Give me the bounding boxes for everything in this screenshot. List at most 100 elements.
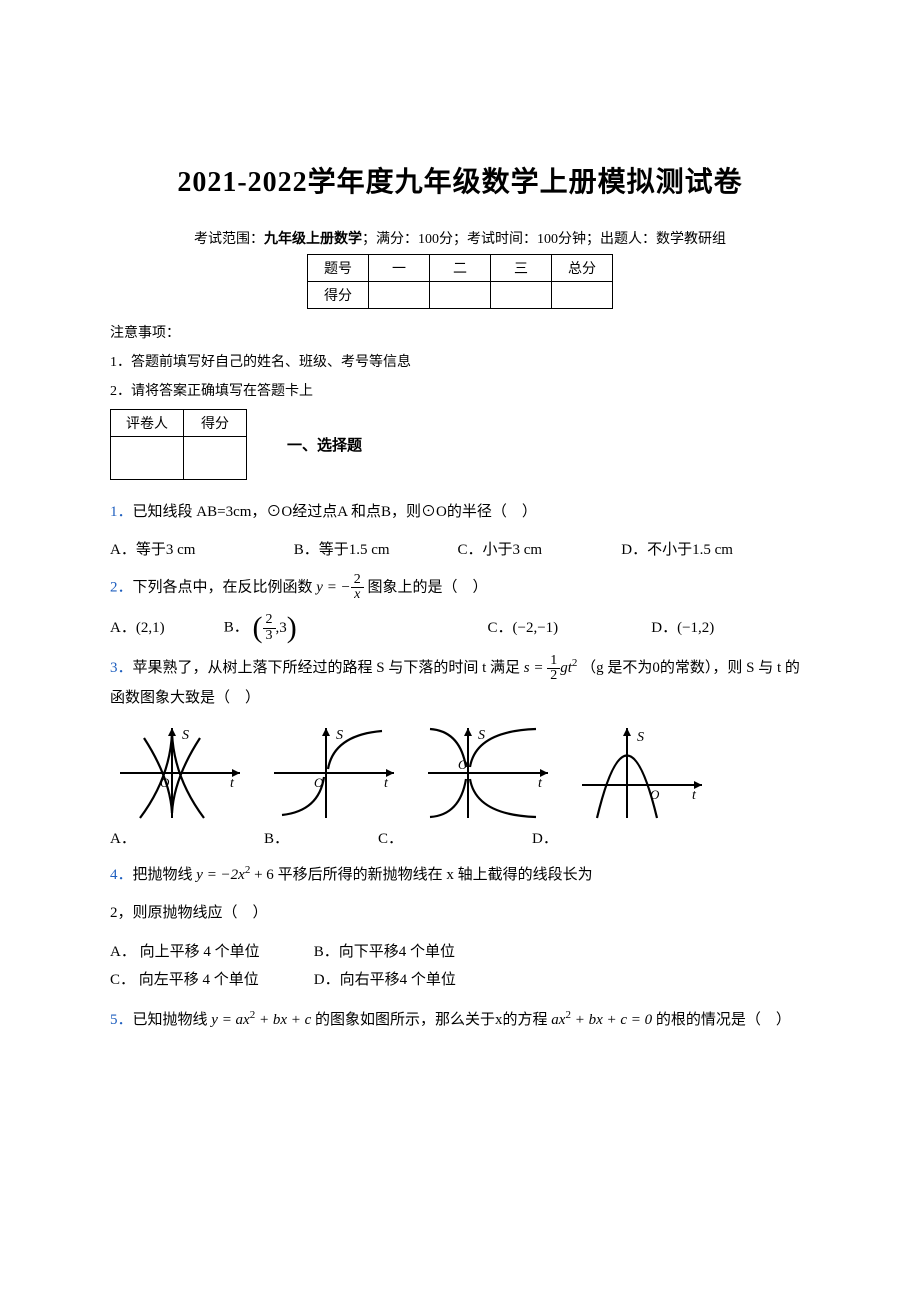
exam-title: 2021-2022学年度九年级数学上册模拟测试卷 xyxy=(110,160,810,200)
q3-frac-num: 1 xyxy=(547,654,560,670)
rater-blank xyxy=(111,436,184,479)
exam-info-prefix: 考试范围： xyxy=(194,232,264,247)
q3-label-c: C． xyxy=(378,827,518,848)
q2-number: 2． xyxy=(110,579,133,595)
q5-f1b: + bx + c xyxy=(255,1012,311,1028)
rater-table: 评卷人 得分 xyxy=(110,409,247,480)
q2-a-pre: A． xyxy=(110,620,136,636)
q5-f2b: + bx + c = 0 xyxy=(571,1012,652,1028)
q4-opt-d: D．向右平移4 个单位 xyxy=(314,966,456,995)
score-label: 得分 xyxy=(308,282,369,309)
q4-formula: y = −2x xyxy=(196,867,245,883)
q2-opt-a: A．(2,1) xyxy=(110,614,220,643)
q3-graph-labels: A． B． C． D． xyxy=(110,827,810,848)
q3-label-a: A． xyxy=(110,827,250,848)
q2-b-num: 2 xyxy=(263,613,276,629)
q1-opt-a: A．等于3 cm xyxy=(110,536,290,565)
q2-frac-den: x xyxy=(351,588,364,603)
axis-label-s: S xyxy=(182,728,189,743)
q4-text-b: 平移后所得的新抛物线在 x 轴上截得的线段长为 xyxy=(278,867,593,883)
axis-label-o: O xyxy=(160,775,170,790)
rater-col2: 得分 xyxy=(184,409,247,436)
score-cell xyxy=(552,282,613,309)
axis-label-t: t xyxy=(230,776,235,791)
q2-frac-num: 2 xyxy=(351,573,364,589)
q2-text-b: 图象上的是（ ） xyxy=(367,579,487,595)
exam-info-scope: 九年级上册数学 xyxy=(264,232,362,247)
q2-c-val: (−2,−1) xyxy=(513,620,559,636)
graph-d: S t O xyxy=(572,723,712,823)
q2-d-pre: D． xyxy=(651,620,677,636)
q5-text-b: 的图象如图所示，那么关于x的方程 xyxy=(315,1012,551,1028)
axis-label-o: O xyxy=(650,787,660,802)
q5-number: 5． xyxy=(110,1012,133,1028)
q1-opt-b: B．等于1.5 cm xyxy=(294,536,454,565)
q4-options-row1: A． 向上平移 4 个单位 B．向下平移4 个单位 xyxy=(110,938,810,967)
q2-d-val: (−1,2) xyxy=(677,620,714,636)
q4-opt-b: B．向下平移4 个单位 xyxy=(314,938,455,967)
q2-b-pre: B． xyxy=(224,620,249,636)
question-1: 1．已知线段 AB=3cm，⊙O经过点A 和点B，则⊙O的半径（ ） xyxy=(110,498,810,527)
q3-formula-pre: s = xyxy=(524,660,547,676)
q4-opt-a: A． 向上平移 4 个单位 xyxy=(110,938,310,967)
notes-heading: 注意事项： xyxy=(110,321,810,346)
score-table: 题号 一 二 三 总分 得分 xyxy=(307,254,613,309)
q2-opt-d: D．(−1,2) xyxy=(651,614,714,643)
q4-options-row2: C． 向左平移 4 个单位 D．向右平移4 个单位 xyxy=(110,966,810,995)
right-paren-icon: ) xyxy=(287,613,297,643)
q4-opt-c: C． 向左平移 4 个单位 xyxy=(110,966,310,995)
q3-frac-den: 2 xyxy=(547,669,560,684)
q2-c-pre: C． xyxy=(488,620,513,636)
q5-text-c: 的根的情况是（ ） xyxy=(656,1012,791,1028)
rater-blank xyxy=(184,436,247,479)
rater-col1: 评卷人 xyxy=(111,409,184,436)
axis-label-t: t xyxy=(692,788,697,803)
graph-c: S t O xyxy=(418,723,558,823)
q2-formula-pre: y = − xyxy=(316,579,350,595)
axis-label-o: O xyxy=(458,757,468,772)
q2-b-den: 3 xyxy=(263,629,276,644)
q3-label-d: D． xyxy=(532,827,672,848)
q1-options: A．等于3 cm B．等于1.5 cm C．小于3 cm D．不小于1.5 cm xyxy=(110,536,810,565)
question-4: 4．把抛物线 y = −2x2 + 6 平移后所得的新抛物线在 x 轴上截得的线… xyxy=(110,860,810,890)
score-header: 二 xyxy=(430,255,491,282)
axis-label-s: S xyxy=(336,728,343,743)
table-row: 题号 一 二 三 总分 xyxy=(308,255,613,282)
q1-opt-d: D．不小于1.5 cm xyxy=(621,536,733,565)
graph-b: S t O xyxy=(264,723,404,823)
axis-label-t: t xyxy=(384,776,389,791)
q1-opt-c: C．小于3 cm xyxy=(458,536,618,565)
q2-b-paren: ( 23 ,3 ) xyxy=(253,613,297,643)
q2-b-rest: ,3 xyxy=(276,614,287,643)
q2-opt-b: B． ( 23 ,3 ) xyxy=(224,613,484,643)
q2-a-val: (2,1) xyxy=(136,620,165,636)
q3-number: 3． xyxy=(110,660,133,676)
graph-a: S t O xyxy=(110,723,250,823)
q3-fraction: 12 xyxy=(547,654,560,684)
q2-fraction: 2x xyxy=(351,573,364,603)
q3-text-a: 苹果熟了，从树上落下所经过的路程 S 与下落的时间 t 满足 xyxy=(133,660,524,676)
q4-number: 4． xyxy=(110,867,133,883)
notes-line2: 2．请将答案正确填写在答题卡上 xyxy=(110,379,810,404)
left-paren-icon: ( xyxy=(253,613,263,643)
section-1-title: 一、选择题 xyxy=(287,434,362,455)
q4-line2: 2，则原抛物线应（ ） xyxy=(110,899,810,928)
q5-f1a: y = ax xyxy=(211,1012,249,1028)
q3-sup: 2 xyxy=(572,657,578,669)
question-2: 2．下列各点中，在反比例函数 y = −2x 图象上的是（ ） xyxy=(110,573,810,603)
q3-graphs: S t O S t O S t O xyxy=(110,723,810,823)
q1-number: 1． xyxy=(110,504,133,520)
q5-text-a: 已知抛物线 xyxy=(133,1012,212,1028)
score-cell xyxy=(369,282,430,309)
exam-info-rest: ；满分：100分；考试时间：100分钟；出题人：数学教研组 xyxy=(362,232,726,247)
score-cell xyxy=(491,282,552,309)
score-header: 三 xyxy=(491,255,552,282)
q3-formula-post: gt xyxy=(560,660,572,676)
q1-text: 已知线段 AB=3cm，⊙O经过点A 和点B，则⊙O的半径（ ） xyxy=(133,504,537,520)
q5-f2a: ax xyxy=(551,1012,565,1028)
exam-info: 考试范围：九年级上册数学；满分：100分；考试时间：100分钟；出题人：数学教研… xyxy=(110,228,810,248)
q2-b-frac: 23 xyxy=(263,613,276,643)
axis-label-s: S xyxy=(478,728,485,743)
question-5: 5．已知抛物线 y = ax2 + bx + c 的图象如图所示，那么关于x的方… xyxy=(110,1005,810,1035)
score-header: 总分 xyxy=(552,255,613,282)
